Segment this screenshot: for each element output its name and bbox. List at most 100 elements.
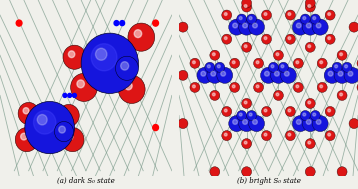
Circle shape: [338, 71, 343, 76]
Circle shape: [337, 90, 347, 100]
Circle shape: [285, 10, 295, 20]
Circle shape: [262, 131, 271, 141]
Circle shape: [178, 119, 188, 129]
Circle shape: [276, 53, 279, 56]
Circle shape: [247, 111, 257, 121]
Circle shape: [325, 131, 335, 141]
Circle shape: [296, 119, 301, 124]
Circle shape: [296, 61, 299, 64]
Circle shape: [316, 23, 321, 28]
Circle shape: [221, 71, 226, 76]
Circle shape: [233, 23, 237, 28]
Circle shape: [77, 80, 84, 88]
Circle shape: [280, 67, 296, 83]
Circle shape: [288, 109, 291, 112]
Circle shape: [288, 37, 291, 40]
Circle shape: [37, 115, 47, 125]
Circle shape: [239, 115, 255, 132]
Circle shape: [305, 2, 315, 12]
Circle shape: [118, 75, 145, 103]
Circle shape: [63, 45, 86, 69]
Circle shape: [312, 19, 328, 35]
Circle shape: [193, 85, 195, 88]
Circle shape: [265, 71, 269, 76]
Circle shape: [313, 113, 316, 116]
Circle shape: [264, 133, 267, 136]
Circle shape: [302, 19, 318, 35]
Circle shape: [276, 93, 279, 96]
Circle shape: [212, 53, 215, 56]
Circle shape: [337, 167, 347, 177]
Circle shape: [303, 113, 306, 116]
Circle shape: [23, 108, 29, 114]
Circle shape: [253, 82, 263, 92]
Circle shape: [300, 14, 310, 24]
Circle shape: [285, 34, 295, 44]
Circle shape: [308, 101, 311, 104]
Circle shape: [262, 106, 271, 116]
Circle shape: [310, 111, 320, 121]
Circle shape: [325, 10, 335, 20]
Circle shape: [224, 133, 227, 136]
Circle shape: [244, 5, 247, 7]
Circle shape: [21, 133, 27, 140]
Circle shape: [248, 19, 265, 35]
Circle shape: [256, 85, 259, 88]
Circle shape: [242, 98, 252, 108]
Circle shape: [207, 67, 223, 83]
Circle shape: [217, 67, 233, 83]
Circle shape: [340, 93, 343, 96]
Circle shape: [239, 113, 242, 116]
Circle shape: [68, 51, 75, 58]
Circle shape: [288, 133, 291, 136]
Circle shape: [264, 109, 267, 112]
Circle shape: [249, 113, 252, 116]
Circle shape: [328, 109, 330, 112]
Circle shape: [305, 42, 315, 52]
Circle shape: [120, 21, 125, 26]
Circle shape: [29, 105, 71, 150]
Circle shape: [217, 65, 220, 68]
Circle shape: [308, 45, 311, 48]
Circle shape: [121, 62, 129, 70]
Circle shape: [224, 37, 227, 40]
Circle shape: [344, 67, 358, 83]
Circle shape: [325, 106, 335, 116]
Circle shape: [268, 62, 279, 72]
Circle shape: [274, 90, 284, 100]
Circle shape: [340, 53, 343, 56]
Circle shape: [134, 30, 142, 38]
Circle shape: [342, 62, 352, 72]
Circle shape: [328, 13, 330, 15]
Circle shape: [293, 82, 303, 92]
Circle shape: [357, 82, 358, 92]
Circle shape: [292, 115, 308, 132]
Circle shape: [67, 133, 73, 140]
Circle shape: [242, 42, 252, 52]
Circle shape: [239, 19, 255, 35]
Circle shape: [256, 61, 259, 64]
Circle shape: [248, 115, 265, 132]
Circle shape: [242, 2, 252, 12]
Circle shape: [244, 101, 247, 104]
Circle shape: [68, 93, 72, 97]
Circle shape: [224, 13, 227, 15]
Circle shape: [253, 119, 257, 124]
Circle shape: [247, 14, 257, 24]
Circle shape: [349, 22, 358, 32]
Circle shape: [292, 19, 308, 35]
Circle shape: [222, 10, 232, 20]
Circle shape: [230, 58, 240, 68]
Circle shape: [328, 37, 330, 40]
Circle shape: [296, 23, 301, 28]
Circle shape: [116, 56, 139, 80]
Circle shape: [308, 141, 311, 144]
Circle shape: [313, 17, 316, 20]
Circle shape: [271, 67, 286, 83]
Circle shape: [230, 82, 240, 92]
Circle shape: [303, 17, 306, 20]
Circle shape: [349, 70, 358, 80]
Circle shape: [222, 34, 232, 44]
Circle shape: [91, 44, 117, 71]
Circle shape: [190, 82, 200, 92]
